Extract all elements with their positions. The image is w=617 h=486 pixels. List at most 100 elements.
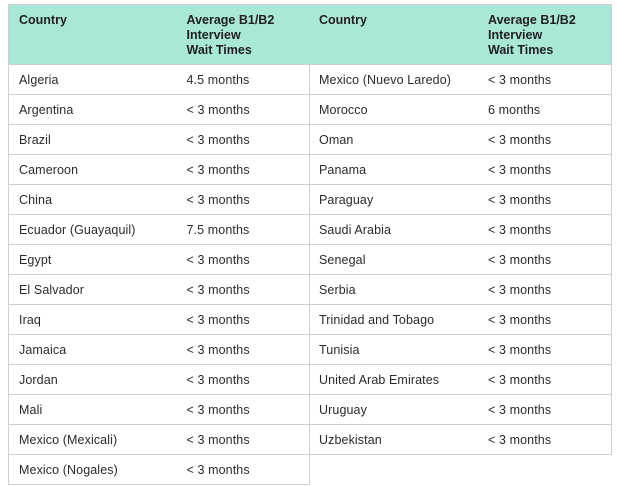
wait-time-column-header: Average B1/B2 Interview Wait Times	[176, 4, 310, 65]
country-cell: Oman	[309, 124, 478, 155]
country-cell: El Salvador	[8, 274, 177, 305]
country-cell: United Arab Emirates	[309, 364, 478, 395]
country-column-header: Country	[8, 4, 177, 65]
country-cell: Paraguay	[309, 184, 478, 215]
country-cell: Serbia	[309, 274, 478, 305]
table-row: Tunisia < 3 months	[309, 334, 612, 365]
country-cell: Jamaica	[8, 334, 177, 365]
wait-time-cell: < 3 months	[478, 364, 612, 395]
wait-times-table-left: Country Average B1/B2 Interview Wait Tim…	[8, 4, 310, 485]
table-row: Serbia < 3 months	[309, 274, 612, 305]
wait-time-cell: < 3 months	[176, 244, 310, 275]
wait-time-cell: < 3 months	[478, 394, 612, 425]
table-row: Uruguay < 3 months	[309, 394, 612, 425]
wait-header-line-2: Interview	[186, 28, 241, 42]
country-cell: Ecuador (Guayaquil)	[8, 214, 177, 245]
table-row: El Salvador < 3 months	[8, 274, 310, 305]
table-row: Uzbekistan < 3 months	[309, 424, 612, 455]
table-row: Iraq < 3 months	[8, 304, 310, 335]
table-row: Panama < 3 months	[309, 154, 612, 185]
wait-time-column-header: Average B1/B2 Interview Wait Times	[478, 4, 612, 65]
wait-time-cell: < 3 months	[478, 124, 612, 155]
wait-time-cell: < 3 months	[176, 334, 310, 365]
table-row: Paraguay < 3 months	[309, 184, 612, 215]
wait-time-cell: < 3 months	[478, 244, 612, 275]
table-header-row: Country Average B1/B2 Interview Wait Tim…	[309, 4, 612, 65]
right-table-body: Mexico (Nuevo Laredo) < 3 months Morocco 6 …	[309, 64, 612, 455]
table-row: Senegal < 3 months	[309, 244, 612, 275]
table-row: Morocco 6 months	[309, 94, 612, 125]
country-cell: China	[8, 184, 177, 215]
wait-header-line-1: Average B1/B2	[186, 13, 275, 27]
wait-time-cell: < 3 months	[176, 154, 310, 185]
wait-time-cell: < 3 months	[478, 154, 612, 185]
table-row: Saudi Arabia < 3 months	[309, 214, 612, 245]
wait-time-cell: < 3 months	[176, 274, 310, 305]
wait-time-cell: < 3 months	[176, 454, 310, 485]
table-row: Mexico (Mexicali) < 3 months	[8, 424, 310, 455]
country-cell: Trinidad and Tobago	[309, 304, 478, 335]
table-row: Brazil < 3 months	[8, 124, 310, 155]
wait-time-cell: 6 months	[478, 94, 612, 125]
table-row: Mexico (Nuevo Laredo) < 3 months	[309, 64, 612, 95]
country-cell: Cameroon	[8, 154, 177, 185]
wait-header-line-3: Wait Times	[488, 43, 554, 57]
country-cell: Mali	[8, 394, 177, 425]
wait-time-cell: < 3 months	[478, 274, 612, 305]
table-row: Cameroon < 3 months	[8, 154, 310, 185]
country-cell: Mexico (Mexicali)	[8, 424, 177, 455]
table-row: Oman < 3 months	[309, 124, 612, 155]
country-column-header: Country	[309, 4, 478, 65]
wait-time-cell: < 3 months	[176, 364, 310, 395]
wait-time-cell: < 3 months	[478, 424, 612, 455]
country-cell: Jordan	[8, 364, 177, 395]
country-cell: Morocco	[309, 94, 478, 125]
country-cell: Uzbekistan	[309, 424, 478, 455]
wait-time-cell: < 3 months	[176, 394, 310, 425]
country-cell: Uruguay	[309, 394, 478, 425]
wait-time-cell: 7.5 months	[176, 214, 310, 245]
wait-time-cell: < 3 months	[478, 214, 612, 245]
wait-time-cell: < 3 months	[176, 94, 310, 125]
wait-header-line-1: Average B1/B2	[488, 13, 576, 27]
wait-time-cell: < 3 months	[478, 184, 612, 215]
wait-times-table-right: Country Average B1/B2 Interview Wait Tim…	[309, 4, 612, 455]
table-row: Argentina < 3 months	[8, 94, 310, 125]
country-cell: Egypt	[8, 244, 177, 275]
wait-time-cell: < 3 months	[176, 124, 310, 155]
table-row: China < 3 months	[8, 184, 310, 215]
table-row: Jamaica < 3 months	[8, 334, 310, 365]
table-row: Jordan < 3 months	[8, 364, 310, 395]
country-cell: Saudi Arabia	[309, 214, 478, 245]
country-header-label: Country	[319, 13, 367, 27]
table-header-row: Country Average B1/B2 Interview Wait Tim…	[8, 4, 310, 65]
country-cell: Tunisia	[309, 334, 478, 365]
table-row: Algeria 4.5 months	[8, 64, 310, 95]
country-header-label: Country	[19, 13, 67, 27]
wait-header-line-2: Interview	[488, 28, 543, 42]
country-cell: Argentina	[8, 94, 177, 125]
wait-time-cell: < 3 months	[478, 334, 612, 365]
country-cell: Iraq	[8, 304, 177, 335]
country-cell: Panama	[309, 154, 478, 185]
table-row: Ecuador (Guayaquil) 7.5 months	[8, 214, 310, 245]
left-table-body: Algeria 4.5 months Argentina < 3 months Braz…	[8, 64, 310, 485]
country-cell: Mexico (Nuevo Laredo)	[309, 64, 478, 95]
country-cell: Senegal	[309, 244, 478, 275]
table-row: Egypt < 3 months	[8, 244, 310, 275]
table-row: Mali < 3 months	[8, 394, 310, 425]
wait-time-cell: < 3 months	[478, 304, 612, 335]
table-row: Mexico (Nogales) < 3 months	[8, 454, 310, 485]
table-row: United Arab Emirates < 3 months	[309, 364, 612, 395]
wait-time-cell: < 3 months	[176, 304, 310, 335]
wait-time-cell: 4.5 months	[176, 64, 310, 95]
wait-header-line-3: Wait Times	[186, 43, 252, 57]
table-row: Trinidad and Tobago < 3 months	[309, 304, 612, 335]
wait-time-cell: < 3 months	[176, 184, 310, 215]
wait-time-cell: < 3 months	[478, 64, 612, 95]
country-cell: Brazil	[8, 124, 177, 155]
country-cell: Mexico (Nogales)	[8, 454, 177, 485]
country-cell: Algeria	[8, 64, 177, 95]
wait-time-cell: < 3 months	[176, 424, 310, 455]
